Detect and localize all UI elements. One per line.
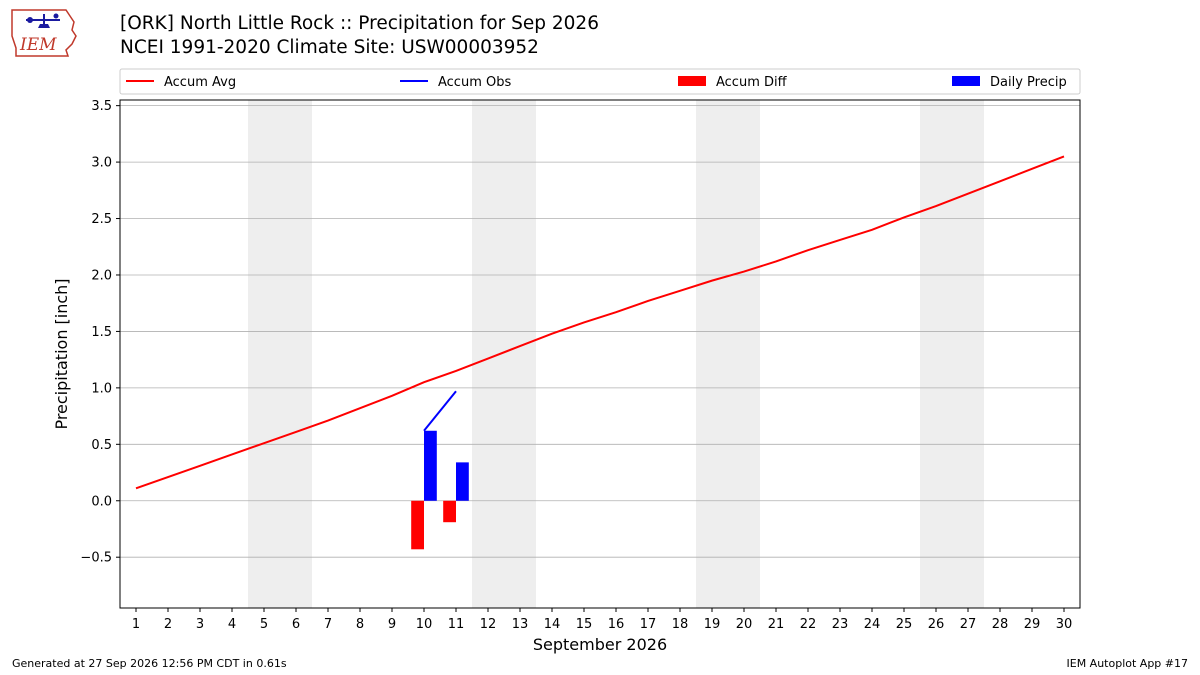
- legend-label: Accum Obs: [438, 75, 511, 90]
- x-tick-label: 5: [260, 617, 268, 632]
- y-tick-label: 0.5: [91, 438, 112, 453]
- y-tick-label: 3.5: [91, 99, 112, 114]
- x-tick-label: 9: [388, 617, 396, 632]
- x-tick-label: 26: [928, 617, 945, 632]
- app-label: IEM Autoplot App #17: [1066, 657, 1189, 670]
- x-tick-label: 2: [164, 617, 172, 632]
- chart-title: [ORK] North Little Rock :: Precipitation…: [120, 13, 599, 34]
- generated-timestamp: Generated at 27 Sep 2026 12:56 PM CDT in…: [12, 657, 287, 670]
- daily-precip-bar: [424, 430, 437, 501]
- y-tick-label: 0.0: [91, 494, 112, 509]
- logo-text: IEM: [19, 35, 57, 55]
- x-tick-label: 21: [768, 617, 785, 632]
- weekend-band: [696, 100, 760, 608]
- y-tick-label: 2.0: [91, 268, 112, 283]
- plot-frame: [119, 99, 1081, 609]
- y-tick-label: 1.5: [91, 325, 112, 340]
- y-tick-label: 3.0: [91, 156, 112, 171]
- y-axis-label: Precipitation [inch]: [52, 278, 71, 429]
- x-tick-label: 24: [864, 617, 881, 632]
- y-tick-label: 2.5: [91, 212, 112, 227]
- legend-swatch-bar: [952, 76, 980, 86]
- iem-logo: IEM: [8, 6, 80, 58]
- x-tick-label: 17: [640, 617, 657, 632]
- weekend-band: [920, 100, 984, 608]
- accum-diff-bar: [443, 500, 456, 523]
- x-tick-label: 12: [480, 617, 497, 632]
- chart-subtitle: NCEI 1991-2020 Climate Site: USW00003952: [120, 37, 539, 58]
- x-tick-label: 29: [1024, 617, 1041, 632]
- x-tick-label: 13: [512, 617, 529, 632]
- x-tick-label: 28: [992, 617, 1009, 632]
- x-tick-label: 7: [324, 617, 332, 632]
- x-tick-label: 14: [544, 617, 561, 632]
- x-tick-label: 4: [228, 617, 236, 632]
- x-tick-label: 1: [132, 617, 140, 632]
- x-tick-label: 6: [292, 617, 300, 632]
- weekend-band: [248, 100, 312, 608]
- legend-swatch-bar: [678, 76, 706, 86]
- legend-label: Daily Precip: [990, 75, 1067, 90]
- x-tick-label: 19: [704, 617, 721, 632]
- x-tick-label: 8: [356, 617, 364, 632]
- legend-label: Accum Diff: [716, 75, 788, 90]
- y-tick-label: 1.0: [91, 381, 112, 396]
- legend-box: [119, 68, 1081, 95]
- x-tick-label: 15: [576, 617, 593, 632]
- x-tick-label: 3: [196, 617, 204, 632]
- x-tick-label: 20: [736, 617, 753, 632]
- x-tick-label: 16: [608, 617, 625, 632]
- x-axis-label: September 2026: [533, 635, 667, 654]
- accum-avg-line: [135, 155, 1065, 490]
- x-tick-label: 18: [672, 617, 689, 632]
- x-tick-label: 25: [896, 617, 913, 632]
- x-tick-label: 11: [448, 617, 465, 632]
- daily-precip-bar: [456, 462, 469, 501]
- x-tick-label: 22: [800, 617, 817, 632]
- x-tick-label: 23: [832, 617, 849, 632]
- accum-obs-line: [423, 390, 457, 432]
- x-tick-label: 10: [416, 617, 433, 632]
- legend-label: Accum Avg: [164, 75, 236, 90]
- accum-diff-bar: [411, 500, 424, 550]
- weekend-band: [472, 100, 536, 608]
- x-tick-label: 27: [960, 617, 977, 632]
- x-tick-label: 30: [1056, 617, 1073, 632]
- y-tick-label: −0.5: [80, 551, 112, 566]
